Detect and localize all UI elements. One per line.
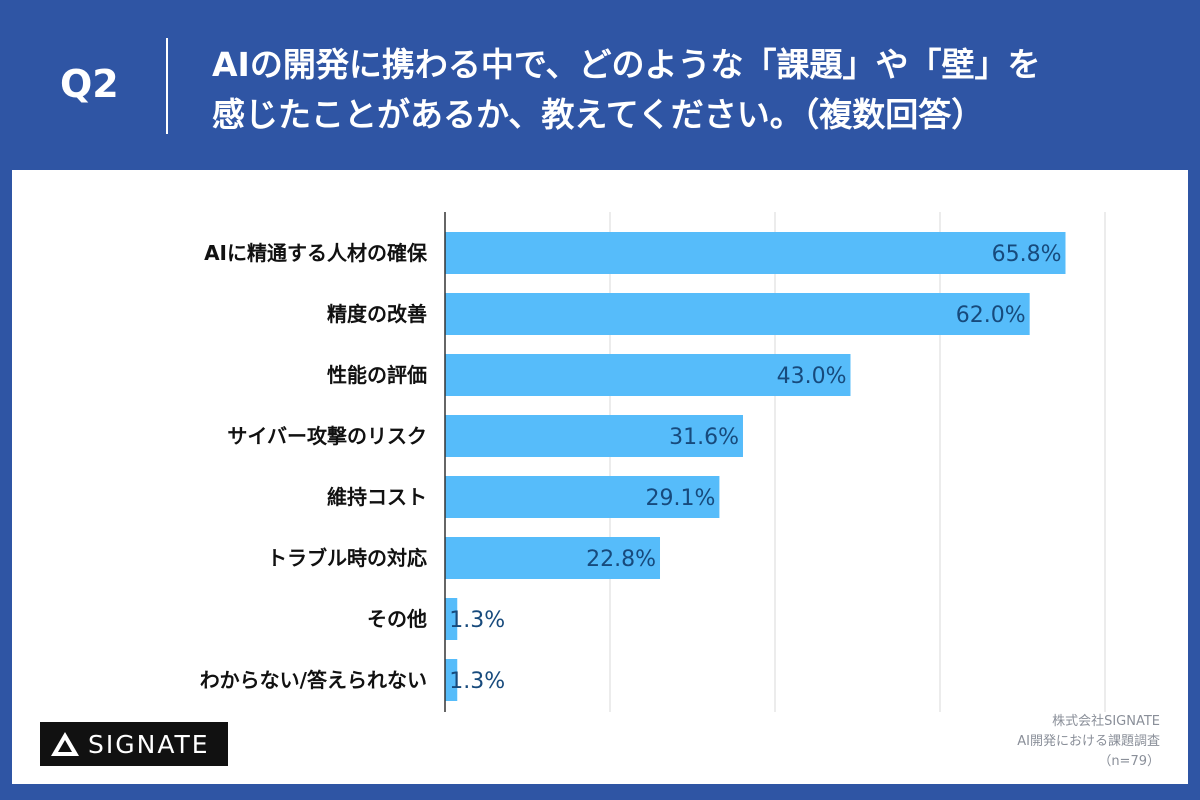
source-company: 株式会社SIGNATE xyxy=(1052,714,1160,729)
source-sample-size: （n=79） xyxy=(1098,754,1160,769)
bar xyxy=(445,293,1030,335)
question-number: Q2 xyxy=(60,62,119,106)
data-label: 65.8% xyxy=(992,242,1062,267)
data-label: 1.3% xyxy=(449,608,505,633)
signate-triangle-icon xyxy=(51,732,79,756)
signate-logo: SIGNATE xyxy=(40,722,228,766)
question-line-1: AIの開発に携わる中で、どのような「課題」や「壁」を xyxy=(212,45,1041,84)
data-label: 62.0% xyxy=(956,303,1026,328)
source-survey: AI開発における課題調査 xyxy=(1017,734,1160,749)
source-note: 株式会社SIGNATE AI開発における課題調査 （n=79） xyxy=(1017,712,1160,772)
bar xyxy=(445,232,1066,274)
bar xyxy=(445,354,851,396)
category-label: 性能の評価 xyxy=(327,363,427,387)
category-label: 精度の改善 xyxy=(327,302,427,326)
data-label: 29.1% xyxy=(646,486,716,511)
bar xyxy=(445,537,661,579)
question-header: Q2 AIの開発に携わる中で、どのような「課題」や「壁」を 感じたことがあるか、… xyxy=(0,0,1200,168)
bar xyxy=(445,476,720,518)
bar xyxy=(445,598,458,640)
bar xyxy=(445,415,743,457)
category-label: サイバー攻撃のリスク xyxy=(227,424,427,448)
logo-text: SIGNATE xyxy=(88,729,210,759)
question-line-2: 感じたことがあるか、教えてください。（複数回答） xyxy=(212,95,985,134)
data-label: 43.0% xyxy=(777,364,847,389)
category-label: トラブル時の対応 xyxy=(267,546,427,570)
question-text: AIの開発に携わる中で、どのような「課題」や「壁」を 感じたことがあるか、教えて… xyxy=(212,40,1172,140)
header-divider xyxy=(166,38,168,134)
category-label: 維持コスト xyxy=(327,485,427,509)
category-label: わからない/答えられない xyxy=(200,668,427,692)
data-label: 22.8% xyxy=(586,547,656,572)
category-label: AIに精通する人材の確保 xyxy=(204,241,428,265)
data-label: 1.3% xyxy=(449,669,505,694)
category-label: その他 xyxy=(367,607,427,631)
data-label: 31.6% xyxy=(669,425,739,450)
bar xyxy=(445,659,458,701)
